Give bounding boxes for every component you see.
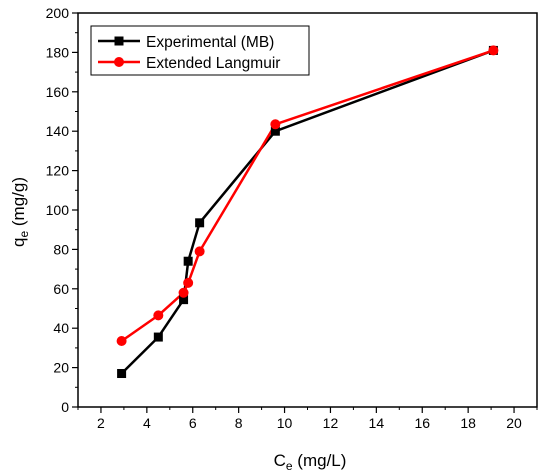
y-tick-label: 180 [46,44,70,60]
x-tick-label: 2 [97,415,105,431]
data-point-circle [183,277,194,288]
data-point-circle [194,246,205,257]
x-tick-label: 6 [189,415,197,431]
data-point-circle [178,287,189,298]
series-line-1 [120,49,494,343]
data-point-square [153,332,163,342]
data-point-circle [153,310,164,321]
data-point-circle [270,119,281,130]
y-tick-label: 40 [53,320,69,336]
plot-area [116,45,499,379]
series-line-0 [120,49,494,375]
x-axis-title: Ce (mg/L) [274,451,347,473]
y-tick-label: 20 [53,360,69,376]
data-point-square [270,126,280,136]
legend: Experimental (MB) Extended Langmuir [90,25,310,76]
data-point-circle [116,336,127,347]
x-tick-label: 12 [323,415,339,431]
y-axis-title: qe (mg/g) [9,177,31,247]
x-tick-label: 18 [460,415,476,431]
x-tick-label: 16 [414,415,430,431]
y-tick-label: 160 [46,84,70,100]
data-point-square [195,218,205,228]
y-tick-label: 140 [46,123,70,139]
y-tick-label: 60 [53,281,69,297]
legend-marker-langmuir [114,57,124,67]
legend-marker-experimental [114,36,124,46]
x-tick-label: 20 [506,415,522,431]
y-tick-label: 200 [46,5,70,21]
y-tick-label: 80 [53,241,69,257]
data-point-square [183,256,193,266]
x-tick-label: 8 [235,415,243,431]
data-point-circle [488,45,499,56]
x-tick-label: 10 [277,415,293,431]
x-tick-label: 4 [143,415,151,431]
legend-label-langmuir: Extended Langmuir [146,55,280,72]
data-point-square [117,369,127,379]
legend-box [90,25,310,76]
data-point-square [179,295,189,305]
y-tick-label: 0 [61,399,69,415]
legend-label-experimental: Experimental (MB) [146,34,274,51]
y-tick-label: 120 [46,163,70,179]
axes: 2 4 6 8 10 12 14 16 18 20020406080100120140160180… [46,5,538,431]
x-tick-label: 14 [369,415,385,431]
y-tick-label: 100 [46,202,70,218]
